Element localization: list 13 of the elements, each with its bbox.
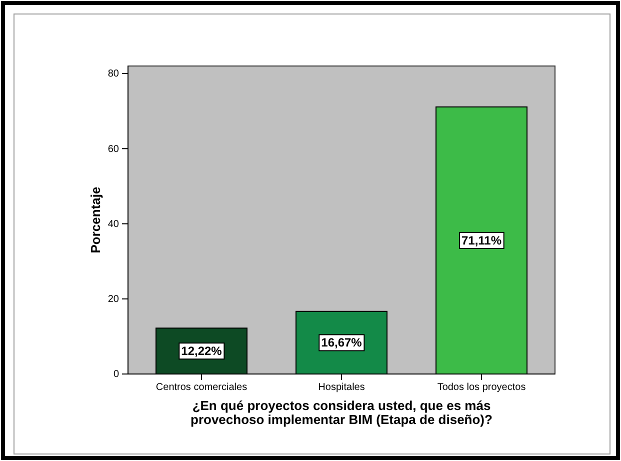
- y-tick-label: 80: [108, 68, 120, 80]
- y-tick-label: 20: [108, 294, 120, 306]
- y-axis-title: Porcentaje: [88, 186, 103, 254]
- y-tick-label: 0: [113, 369, 120, 380]
- y-tick-label: 40: [108, 218, 120, 230]
- x-tick-label: Centros comerciales: [156, 382, 248, 394]
- y-tick-label: 60: [108, 144, 120, 155]
- x-tick-label: Hospitales: [318, 382, 365, 394]
- data-label: 12,22%: [181, 344, 222, 358]
- x-tick-label: Todos los proyectos: [437, 382, 526, 394]
- data-label: 16,67%: [321, 336, 362, 350]
- x-axis-title: ¿En qué proyectos considera usted, que es más provechoso implementar BIM (Etapa de diseño)?: [190, 398, 493, 427]
- data-label: 71,11%: [461, 233, 502, 248]
